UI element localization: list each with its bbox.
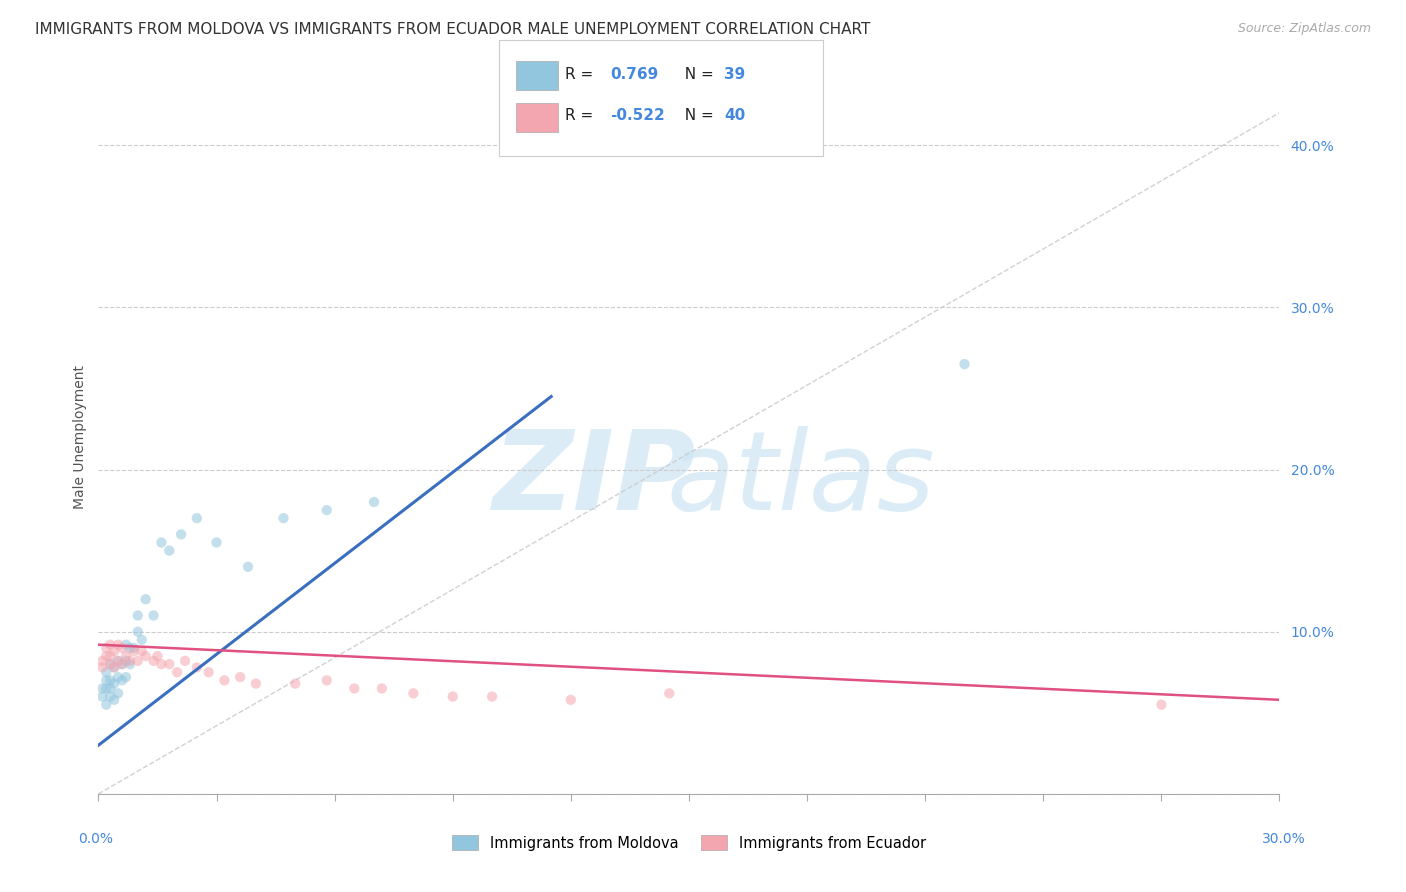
Point — [953, 357, 976, 371]
Point — [343, 681, 366, 696]
Text: R =: R = — [565, 67, 599, 81]
Point — [157, 543, 180, 558]
Point — [186, 511, 208, 525]
Text: 0.0%: 0.0% — [79, 832, 112, 846]
Point — [205, 535, 228, 549]
Text: 39: 39 — [724, 67, 745, 81]
Point — [284, 676, 307, 690]
Point — [135, 592, 157, 607]
Point — [127, 608, 149, 623]
Point — [131, 632, 153, 647]
Point — [115, 654, 138, 668]
Point — [91, 660, 114, 674]
Point — [118, 657, 141, 672]
Point — [122, 644, 145, 658]
Point — [186, 660, 208, 674]
Point — [315, 503, 337, 517]
Point — [91, 690, 114, 704]
Point — [214, 673, 236, 688]
Point — [103, 644, 125, 658]
Point — [103, 693, 125, 707]
Point — [96, 673, 118, 688]
Point — [107, 654, 129, 668]
Point — [115, 670, 138, 684]
Y-axis label: Male Unemployment: Male Unemployment — [73, 365, 87, 509]
Point — [170, 527, 193, 541]
Point — [115, 648, 138, 663]
Text: N =: N = — [675, 67, 718, 81]
Text: 40: 40 — [724, 109, 745, 123]
Point — [273, 511, 295, 525]
Point — [481, 690, 503, 704]
Point — [98, 681, 121, 696]
Point — [98, 638, 121, 652]
Point — [315, 673, 337, 688]
Point — [127, 624, 149, 639]
Point — [96, 640, 118, 655]
Point — [122, 640, 145, 655]
Point — [150, 657, 173, 672]
Point — [111, 673, 134, 688]
Point — [107, 638, 129, 652]
Legend: Immigrants from Moldova, Immigrants from Ecuador: Immigrants from Moldova, Immigrants from… — [444, 828, 934, 858]
Point — [441, 690, 464, 704]
Text: 30.0%: 30.0% — [1261, 832, 1306, 846]
Point — [150, 535, 173, 549]
Point — [115, 638, 138, 652]
Point — [111, 657, 134, 672]
Point — [166, 665, 188, 680]
Point — [111, 640, 134, 655]
Point — [142, 654, 165, 668]
Text: ZIP: ZIP — [492, 426, 696, 533]
Point — [103, 676, 125, 690]
Point — [98, 648, 121, 663]
Point — [96, 648, 118, 663]
Point — [98, 673, 121, 688]
Point — [245, 676, 267, 690]
Point — [157, 657, 180, 672]
Point — [91, 654, 114, 668]
Text: 0.769: 0.769 — [610, 67, 658, 81]
Point — [135, 648, 157, 663]
Point — [98, 657, 121, 672]
Point — [107, 670, 129, 684]
Point — [658, 686, 681, 700]
Point — [197, 665, 219, 680]
Point — [107, 654, 129, 668]
Point — [98, 690, 121, 704]
Point — [560, 693, 582, 707]
Point — [103, 660, 125, 674]
Point — [96, 665, 118, 680]
Point — [236, 559, 259, 574]
Point — [107, 686, 129, 700]
Text: Source: ZipAtlas.com: Source: ZipAtlas.com — [1237, 22, 1371, 36]
Point — [131, 644, 153, 658]
Text: R =: R = — [565, 109, 599, 123]
Point — [127, 654, 149, 668]
Text: N =: N = — [675, 109, 718, 123]
Point — [142, 608, 165, 623]
Point — [96, 698, 118, 712]
Point — [1150, 698, 1173, 712]
Point — [103, 660, 125, 674]
Point — [118, 640, 141, 655]
Point — [118, 654, 141, 668]
Point — [96, 681, 118, 696]
Point — [111, 657, 134, 672]
Point — [371, 681, 394, 696]
Point — [402, 686, 425, 700]
Point — [146, 648, 169, 663]
Point — [363, 495, 385, 509]
Text: IMMIGRANTS FROM MOLDOVA VS IMMIGRANTS FROM ECUADOR MALE UNEMPLOYMENT CORRELATION: IMMIGRANTS FROM MOLDOVA VS IMMIGRANTS FR… — [35, 22, 870, 37]
Point — [229, 670, 252, 684]
Text: atlas: atlas — [666, 426, 935, 533]
Point — [174, 654, 197, 668]
Text: -0.522: -0.522 — [610, 109, 665, 123]
Point — [98, 657, 121, 672]
Point — [91, 681, 114, 696]
